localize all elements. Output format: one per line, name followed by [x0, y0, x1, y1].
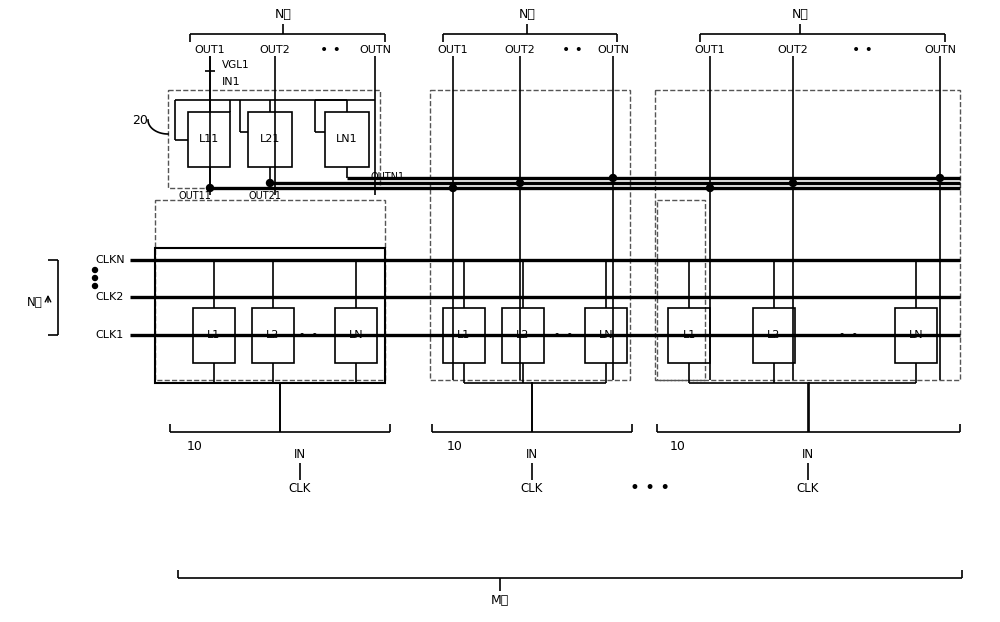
- Text: IN1: IN1: [222, 77, 241, 87]
- Text: M个: M个: [491, 593, 509, 606]
- Text: L21: L21: [260, 134, 280, 144]
- Bar: [325, 112, 369, 167]
- Text: L2: L2: [767, 330, 781, 340]
- Text: OUTN1: OUTN1: [371, 172, 405, 182]
- Circle shape: [790, 180, 796, 187]
- Text: • •: • •: [562, 43, 582, 57]
- Text: CLKN: CLKN: [95, 255, 125, 265]
- Bar: [668, 308, 710, 363]
- Circle shape: [207, 185, 214, 192]
- Bar: [188, 112, 230, 167]
- Text: CLK2: CLK2: [95, 292, 123, 302]
- Bar: [248, 112, 292, 167]
- Text: L1: L1: [457, 330, 471, 340]
- Text: 10: 10: [670, 440, 686, 453]
- Text: OUT2: OUT2: [778, 45, 808, 55]
- Text: OUT1: OUT1: [438, 45, 468, 55]
- Bar: [252, 308, 294, 363]
- Text: LN: LN: [349, 330, 363, 340]
- Text: 20: 20: [132, 113, 148, 126]
- Text: OUTN: OUTN: [924, 45, 956, 55]
- Text: VGL1: VGL1: [222, 60, 250, 70]
- Text: L2: L2: [266, 330, 280, 340]
- Bar: [335, 308, 377, 363]
- Text: OUTN: OUTN: [359, 45, 391, 55]
- Circle shape: [936, 175, 944, 182]
- Bar: [585, 308, 627, 363]
- Circle shape: [92, 267, 98, 272]
- Bar: [443, 308, 485, 363]
- Circle shape: [610, 175, 616, 182]
- Circle shape: [516, 180, 524, 187]
- Text: 10: 10: [447, 440, 463, 453]
- Text: CLK: CLK: [797, 481, 819, 494]
- Text: N个: N个: [275, 7, 291, 21]
- Circle shape: [92, 276, 98, 281]
- Circle shape: [266, 180, 274, 187]
- Text: OUT21: OUT21: [248, 191, 282, 201]
- Text: OUT2: OUT2: [260, 45, 290, 55]
- Bar: [895, 308, 937, 363]
- Text: IN: IN: [294, 448, 306, 462]
- Text: • •: • •: [838, 328, 858, 343]
- Text: IN: IN: [526, 448, 538, 462]
- Bar: [155, 248, 385, 383]
- Text: • •: • •: [553, 328, 573, 343]
- Bar: [155, 200, 385, 380]
- Circle shape: [92, 284, 98, 289]
- Bar: [655, 90, 960, 380]
- Bar: [430, 90, 630, 380]
- Circle shape: [450, 185, 456, 192]
- Text: OUT1: OUT1: [695, 45, 725, 55]
- Text: 10: 10: [187, 440, 203, 453]
- Text: LN: LN: [909, 330, 923, 340]
- Bar: [168, 90, 380, 188]
- Text: IN: IN: [802, 448, 814, 462]
- Text: L1: L1: [682, 330, 696, 340]
- Text: CLK: CLK: [521, 481, 543, 494]
- Text: N个: N个: [792, 7, 808, 21]
- Text: • •: • •: [298, 328, 318, 343]
- Bar: [753, 308, 795, 363]
- Text: N个: N个: [519, 7, 535, 21]
- Text: OUT11: OUT11: [179, 191, 211, 201]
- Text: LN1: LN1: [336, 134, 358, 144]
- Text: L11: L11: [199, 134, 219, 144]
- Text: OUT1: OUT1: [195, 45, 225, 55]
- Text: L1: L1: [207, 330, 221, 340]
- Bar: [657, 200, 705, 380]
- Text: OUTN: OUTN: [597, 45, 629, 55]
- Text: OUT2: OUT2: [505, 45, 535, 55]
- Text: N个: N个: [27, 297, 43, 310]
- Text: CLK1: CLK1: [95, 330, 123, 340]
- Bar: [502, 308, 544, 363]
- Circle shape: [706, 185, 714, 192]
- Bar: [193, 308, 235, 363]
- Text: L2: L2: [516, 330, 530, 340]
- Text: • •: • •: [320, 43, 340, 57]
- Text: • • •: • • •: [630, 479, 670, 497]
- Text: CLK: CLK: [289, 481, 311, 494]
- Text: LN: LN: [599, 330, 613, 340]
- Text: • •: • •: [852, 43, 872, 57]
